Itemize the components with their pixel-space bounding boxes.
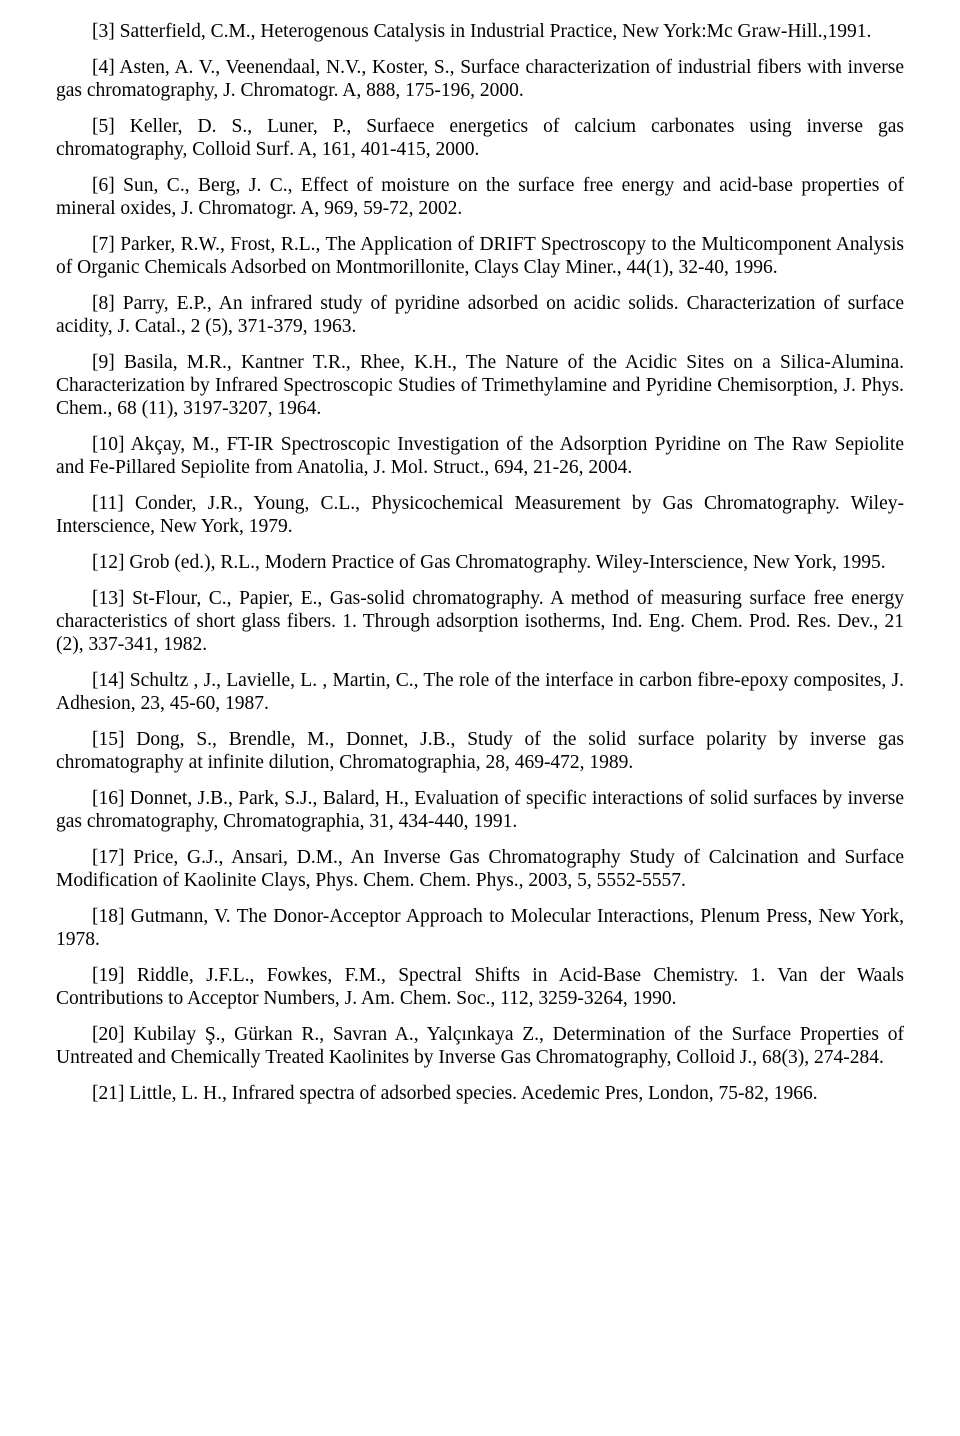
reference-entry: [14] Schultz , J., Lavielle, L. , Martin… — [56, 669, 904, 715]
reference-entry: [5] Keller, D. S., Luner, P., Surfaece e… — [56, 115, 904, 161]
reference-entry: [16] Donnet, J.B., Park, S.J., Balard, H… — [56, 787, 904, 833]
references-list: [3] Satterfield, C.M., Heterogenous Cata… — [56, 20, 904, 1105]
reference-entry: [17] Price, G.J., Ansari, D.M., An Inver… — [56, 846, 904, 892]
reference-entry: [3] Satterfield, C.M., Heterogenous Cata… — [56, 20, 904, 43]
reference-entry: [8] Parry, E.P., An infrared study of py… — [56, 292, 904, 338]
reference-entry: [19] Riddle, J.F.L., Fowkes, F.M., Spect… — [56, 964, 904, 1010]
reference-entry: [9] Basila, M.R., Kantner T.R., Rhee, K.… — [56, 351, 904, 420]
reference-entry: [11] Conder, J.R., Young, C.L., Physicoc… — [56, 492, 904, 538]
reference-entry: [18] Gutmann, V. The Donor-Acceptor Appr… — [56, 905, 904, 951]
reference-entry: [13] St-Flour, C., Papier, E., Gas-solid… — [56, 587, 904, 656]
reference-entry: [4] Asten, A. V., Veenendaal, N.V., Kost… — [56, 56, 904, 102]
reference-entry: [7] Parker, R.W., Frost, R.L., The Appli… — [56, 233, 904, 279]
reference-entry: [12] Grob (ed.), R.L., Modern Practice o… — [56, 551, 904, 574]
reference-entry: [15] Dong, S., Brendle, M., Donnet, J.B.… — [56, 728, 904, 774]
reference-entry: [6] Sun, C., Berg, J. C., Effect of mois… — [56, 174, 904, 220]
reference-entry: [21] Little, L. H., Infrared spectra of … — [56, 1082, 904, 1105]
reference-entry: [20] Kubilay Ş., Gürkan R., Savran A., Y… — [56, 1023, 904, 1069]
reference-entry: [10] Akçay, M., FT-IR Spectroscopic Inve… — [56, 433, 904, 479]
